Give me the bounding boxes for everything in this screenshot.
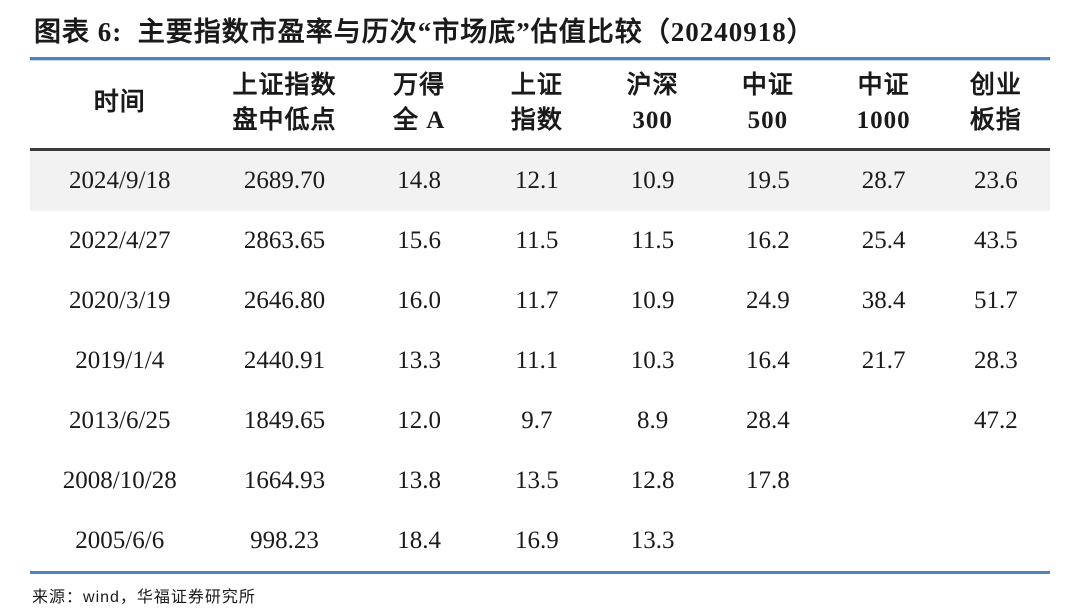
table-cell: 1664.93 [243, 467, 326, 494]
header-line: 300 [632, 106, 673, 134]
table-cell-date: 2013/6/25 [69, 407, 171, 434]
table-row: 2022/4/27 2863.65 15.6 11.5 11.5 16.2 25… [30, 211, 1050, 271]
table-cell: 38.4 [861, 287, 906, 314]
header-line: 时间 [93, 89, 146, 117]
header-line: 万得 [393, 72, 446, 99]
table-cell: 13.3 [397, 347, 441, 374]
table-cell [942, 451, 1050, 511]
table-cell: 11.5 [631, 227, 675, 254]
table-cell: 25.4 [861, 227, 906, 254]
column-header-csi1000: 中证 1000 [825, 61, 942, 151]
table-row: 2005/6/6 998.23 18.4 16.9 13.3 [30, 511, 1050, 571]
table-cell: 2440.91 [243, 347, 326, 374]
table-cell: 23.6 [941, 149, 1050, 211]
table-cell [826, 511, 942, 571]
table-cell: 28.3 [974, 347, 1018, 374]
header-line: 上证 [510, 72, 563, 99]
header-line: 沪深 [626, 72, 679, 99]
table-cell: 28.4 [746, 407, 790, 434]
table-cell: 17.8 [746, 467, 790, 494]
header-line: 500 [747, 106, 789, 134]
table-cell: 28.7 [825, 149, 942, 211]
header-row: 时间 上证指数 盘中低点 万得 全 A 上证 指数 沪深 300 [30, 61, 1050, 151]
header-line: 指数 [510, 106, 563, 134]
table-row: 2024/9/18 2689.70 14.8 12.1 10.9 19.5 28… [30, 149, 1050, 211]
table-cell: 47.2 [974, 407, 1018, 434]
column-header-time: 时间 [30, 61, 210, 151]
column-header-sse-intraday-low: 上证指数 盘中低点 [209, 61, 360, 151]
table-cell: 16.0 [397, 287, 441, 314]
header-line: 中证 [741, 72, 794, 99]
table-cell: 11.1 [515, 347, 559, 374]
table-cell: 21.7 [861, 347, 906, 374]
header-line: 上证指数 [232, 72, 337, 99]
pe-comparison-table: 时间 上证指数 盘中低点 万得 全 A 上证 指数 沪深 300 [30, 61, 1050, 571]
table-cell-date: 2022/4/27 [69, 227, 171, 254]
table-cell: 13.3 [630, 527, 675, 554]
source-suffix: ，华福证券研究所 [119, 589, 256, 606]
table-cell: 19.5 [710, 149, 826, 211]
table-cell [942, 511, 1050, 571]
table-cell: 10.9 [630, 287, 675, 314]
header-line: 中证 [857, 72, 910, 99]
header-line: 全 A [392, 106, 446, 134]
table-cell: 16.2 [746, 227, 790, 254]
table-cell: 9.7 [521, 407, 553, 434]
table-cell: 998.23 [250, 527, 319, 554]
table-cell: 12.1 [478, 149, 596, 211]
table-cell-date: 2005/6/6 [75, 527, 165, 554]
header-line: 1000 [856, 106, 911, 134]
table-cell: 8.9 [637, 407, 669, 434]
table-cell: 15.6 [397, 227, 441, 254]
table-row: 2008/10/28 1664.93 13.8 13.5 12.8 17.8 [30, 451, 1050, 511]
source-note: 来源：wind，华福证券研究所 [30, 574, 1050, 612]
table-cell [710, 511, 825, 571]
source-vendor: wind [83, 589, 120, 606]
figure-title: 图表 6: 主要指数市盈率与历次“市场底”估值比较（20240918） [34, 17, 815, 47]
column-header-csi500: 中证 500 [710, 61, 826, 151]
source-prefix: 来源： [32, 589, 84, 606]
table-row: 2020/3/19 2646.80 16.0 11.7 10.9 24.9 38… [30, 271, 1050, 331]
table-row: 2019/1/4 2440.91 13.3 11.1 10.3 16.4 21.… [30, 331, 1050, 391]
header-line: 创业 [969, 72, 1022, 99]
header-line: 盘中低点 [232, 106, 337, 134]
column-header-sse-index: 上证 指数 [478, 61, 596, 151]
table-cell: 2646.80 [243, 287, 326, 314]
table-cell: 10.9 [595, 149, 711, 211]
table-cell: 14.8 [359, 149, 479, 211]
table-bottom-divider [30, 571, 1050, 574]
table-cell: 1849.65 [243, 407, 326, 434]
table-cell-date: 2020/3/19 [69, 287, 171, 314]
column-header-csi300: 沪深 300 [595, 61, 711, 151]
table-cell: 12.0 [397, 407, 441, 434]
table-cell: 43.5 [974, 227, 1018, 254]
table-cell: 18.4 [397, 527, 441, 554]
table-cell: 11.7 [515, 287, 559, 314]
table-cell: 10.3 [630, 347, 675, 374]
table-cell: 2689.70 [209, 149, 360, 211]
table-cell: 13.8 [397, 467, 441, 494]
table-cell-date: 2008/10/28 [62, 467, 177, 494]
table-cell: 16.4 [746, 347, 790, 374]
table-cell: 24.9 [746, 287, 790, 314]
table-cell [826, 451, 942, 511]
header-line: 板指 [969, 106, 1022, 134]
title-divider [30, 57, 1050, 61]
column-header-chinext: 创业 板指 [941, 61, 1050, 151]
table-cell: 2863.65 [243, 227, 326, 254]
table-cell: 12.8 [630, 467, 675, 494]
table-cell [826, 391, 942, 451]
table-cell-date: 2024/9/18 [30, 149, 210, 211]
column-header-wind-all-a: 万得 全 A [359, 61, 479, 151]
table-cell-date: 2019/1/4 [75, 347, 165, 374]
table-cell: 51.7 [974, 287, 1018, 314]
table-cell: 16.9 [515, 527, 559, 554]
table-cell: 11.5 [515, 227, 559, 254]
table-row: 2013/6/25 1849.65 12.0 9.7 8.9 28.4 47.2 [30, 391, 1050, 451]
table-cell: 13.5 [515, 467, 559, 494]
